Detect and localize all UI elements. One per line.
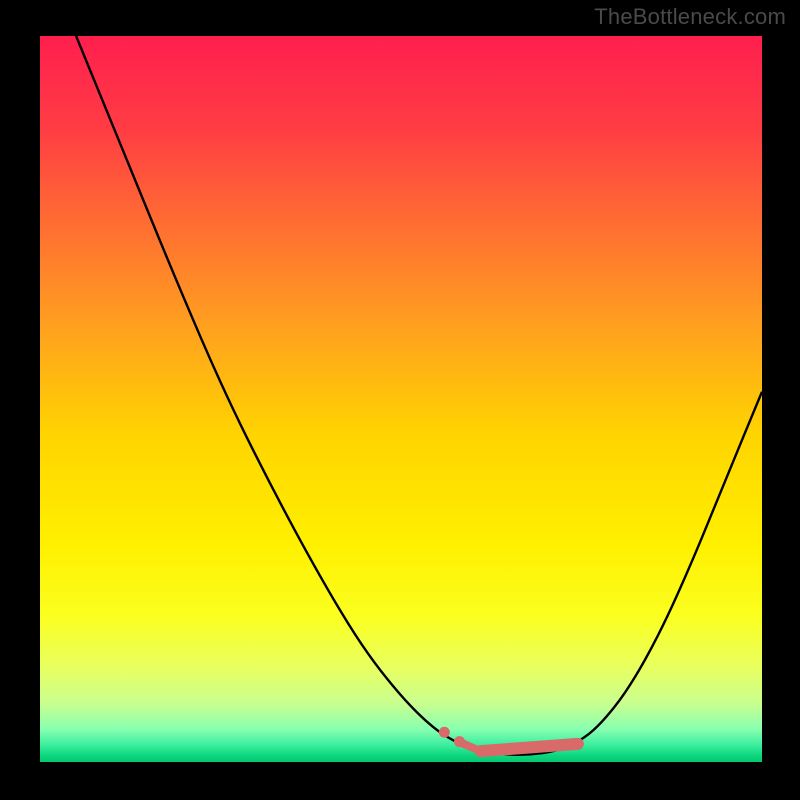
bottleneck-curve bbox=[76, 36, 762, 755]
plot-area bbox=[40, 36, 762, 762]
sweet-spot-dot bbox=[454, 736, 465, 747]
chart-root: TheBottleneck.com bbox=[0, 0, 800, 800]
sweet-spot-dot bbox=[439, 727, 450, 738]
attribution-label: TheBottleneck.com bbox=[594, 4, 786, 30]
curve-overlay bbox=[40, 36, 762, 762]
sweet-spot-highlight bbox=[480, 744, 577, 751]
